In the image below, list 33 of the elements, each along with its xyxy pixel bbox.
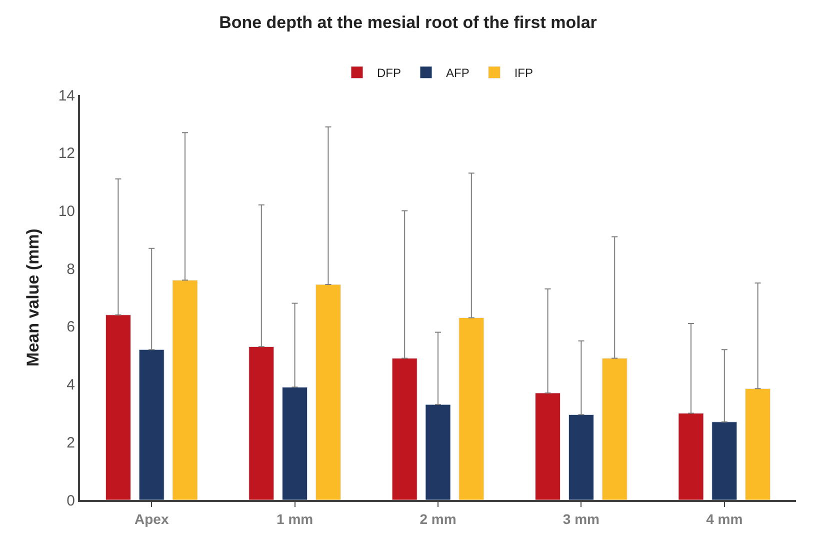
bar: [678, 412, 704, 500]
bar: [138, 349, 164, 500]
bar: [602, 358, 628, 500]
bar: [105, 314, 131, 500]
bar: [172, 280, 198, 500]
x-tick-label: 3 mm: [562, 510, 600, 527]
x-tick-label: 1 mm: [276, 510, 314, 527]
legend-label: DFP: [377, 66, 401, 80]
x-tick-label: Apex: [134, 510, 169, 527]
bar: [392, 358, 418, 500]
y-tick-label: 2: [66, 434, 75, 452]
y-tick-label: 12: [58, 145, 75, 162]
y-tick-label: 4: [66, 376, 75, 394]
y-tick-label: 8: [66, 260, 75, 278]
bar: [425, 404, 451, 500]
chart-title: Bone depth at the mesial root of the first molar: [219, 13, 598, 32]
y-axis-title: Mean value (mm): [23, 228, 42, 366]
legend-label: IFP: [514, 66, 534, 80]
y-tick-label: 14: [58, 87, 75, 104]
bar: [248, 346, 274, 500]
x-tick-label: 4 mm: [706, 510, 743, 527]
bar: [315, 284, 341, 500]
bar: [745, 388, 771, 500]
bar: [535, 392, 561, 500]
bar: [568, 414, 594, 500]
y-tick-label: 0: [66, 492, 75, 510]
y-tick-label: 10: [58, 202, 75, 220]
y-tick-label: 6: [66, 318, 75, 336]
bar: [282, 386, 308, 500]
bar: [458, 318, 484, 500]
bar: [712, 422, 738, 500]
legend-label: AFP: [446, 66, 470, 80]
x-tick-label: 2 mm: [420, 510, 456, 527]
